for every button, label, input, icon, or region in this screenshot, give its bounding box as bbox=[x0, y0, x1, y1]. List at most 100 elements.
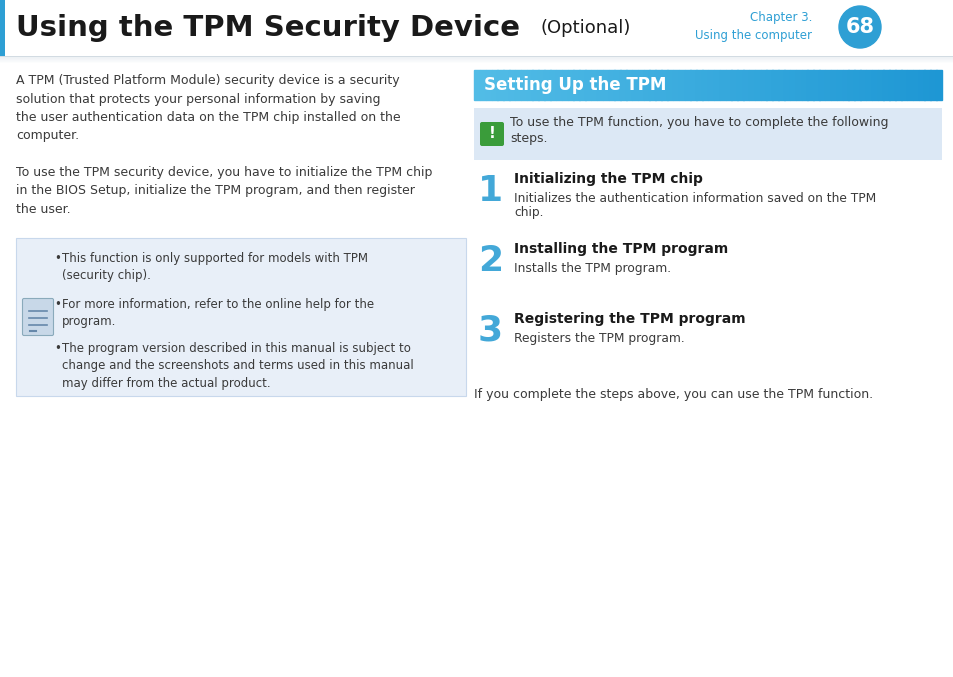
Bar bbox=[497, 70, 503, 100]
Bar bbox=[906, 70, 912, 100]
Bar bbox=[824, 70, 830, 100]
Bar bbox=[701, 70, 708, 100]
Bar bbox=[567, 70, 574, 100]
Bar bbox=[841, 70, 848, 100]
Bar bbox=[836, 70, 842, 100]
Bar bbox=[16, 238, 465, 396]
Bar bbox=[491, 70, 497, 100]
Bar bbox=[819, 70, 824, 100]
Text: To use the TPM security device, you have to initialize the TPM chip
in the BIOS : To use the TPM security device, you have… bbox=[16, 166, 432, 216]
Bar bbox=[806, 70, 813, 100]
Bar bbox=[737, 70, 742, 100]
Bar bbox=[742, 70, 749, 100]
Text: Installs the TPM program.: Installs the TPM program. bbox=[514, 262, 670, 275]
Bar bbox=[877, 70, 883, 100]
Bar bbox=[690, 70, 696, 100]
Text: Registering the TPM program: Registering the TPM program bbox=[514, 312, 745, 326]
Bar bbox=[643, 70, 649, 100]
Text: A TPM (Trusted Platform Module) security device is a security
solution that prot: A TPM (Trusted Platform Module) security… bbox=[16, 74, 400, 142]
Bar bbox=[918, 70, 924, 100]
Bar bbox=[725, 70, 731, 100]
Bar bbox=[888, 70, 895, 100]
Bar bbox=[731, 70, 737, 100]
Bar bbox=[631, 70, 638, 100]
Bar bbox=[719, 70, 725, 100]
Bar bbox=[474, 108, 941, 160]
Bar bbox=[660, 70, 667, 100]
Bar bbox=[0, 60, 953, 62]
Bar bbox=[830, 70, 837, 100]
Bar bbox=[795, 70, 801, 100]
Bar bbox=[602, 70, 608, 100]
Bar bbox=[625, 70, 632, 100]
Circle shape bbox=[838, 6, 880, 48]
Text: •: • bbox=[54, 298, 61, 311]
Bar bbox=[772, 70, 778, 100]
Text: If you complete the steps above, you can use the TPM function.: If you complete the steps above, you can… bbox=[474, 388, 872, 401]
Bar bbox=[532, 70, 538, 100]
Bar bbox=[474, 70, 480, 100]
Bar bbox=[754, 70, 760, 100]
Bar bbox=[0, 56, 953, 57]
Bar bbox=[853, 70, 860, 100]
Bar bbox=[813, 70, 819, 100]
Bar bbox=[597, 70, 602, 100]
Text: Chapter 3.: Chapter 3. bbox=[749, 12, 811, 24]
Bar bbox=[847, 70, 854, 100]
Text: 68: 68 bbox=[844, 17, 874, 37]
Bar bbox=[638, 70, 643, 100]
Bar bbox=[556, 70, 561, 100]
Bar bbox=[537, 70, 544, 100]
Bar bbox=[614, 70, 620, 100]
Bar bbox=[882, 70, 889, 100]
Text: Using the computer: Using the computer bbox=[695, 30, 811, 43]
Text: 3: 3 bbox=[477, 314, 502, 348]
Bar bbox=[0, 56, 953, 58]
Bar bbox=[935, 70, 942, 100]
Bar bbox=[479, 70, 486, 100]
Bar bbox=[0, 0, 5, 56]
Text: For more information, refer to the online help for the
program.: For more information, refer to the onlin… bbox=[62, 298, 374, 328]
Text: To use the TPM function, you have to complete the following: To use the TPM function, you have to com… bbox=[510, 116, 887, 129]
Bar bbox=[520, 70, 527, 100]
Bar bbox=[0, 58, 953, 60]
Text: 2: 2 bbox=[477, 244, 502, 278]
Bar bbox=[550, 70, 556, 100]
Bar bbox=[923, 70, 930, 100]
Bar bbox=[760, 70, 766, 100]
Bar bbox=[678, 70, 684, 100]
Bar bbox=[543, 70, 550, 100]
Bar bbox=[561, 70, 567, 100]
Bar bbox=[765, 70, 772, 100]
Bar bbox=[748, 70, 755, 100]
Bar bbox=[894, 70, 901, 100]
Bar bbox=[912, 70, 918, 100]
Text: Setting Up the TPM: Setting Up the TPM bbox=[483, 76, 666, 94]
Text: (Optional): (Optional) bbox=[540, 19, 631, 37]
Bar bbox=[801, 70, 807, 100]
Text: This function is only supported for models with TPM
(security chip).: This function is only supported for mode… bbox=[62, 252, 368, 282]
Text: chip.: chip. bbox=[514, 206, 543, 219]
Bar bbox=[509, 70, 515, 100]
Bar bbox=[865, 70, 871, 100]
Bar bbox=[684, 70, 690, 100]
Bar bbox=[590, 70, 597, 100]
Bar bbox=[0, 57, 953, 59]
Text: •: • bbox=[54, 342, 61, 355]
Bar bbox=[696, 70, 702, 100]
Bar bbox=[584, 70, 591, 100]
Text: Using the TPM Security Device: Using the TPM Security Device bbox=[16, 14, 519, 42]
Bar bbox=[871, 70, 877, 100]
Bar bbox=[713, 70, 720, 100]
Bar bbox=[515, 70, 520, 100]
Text: 1: 1 bbox=[477, 174, 502, 208]
Bar bbox=[929, 70, 936, 100]
Bar bbox=[503, 70, 509, 100]
Text: Registers the TPM program.: Registers the TPM program. bbox=[514, 332, 684, 345]
Bar bbox=[526, 70, 533, 100]
Text: !: ! bbox=[488, 127, 495, 141]
Text: Installing the TPM program: Installing the TPM program bbox=[514, 242, 727, 256]
Text: •: • bbox=[54, 252, 61, 265]
FancyBboxPatch shape bbox=[23, 299, 53, 336]
Bar bbox=[860, 70, 865, 100]
